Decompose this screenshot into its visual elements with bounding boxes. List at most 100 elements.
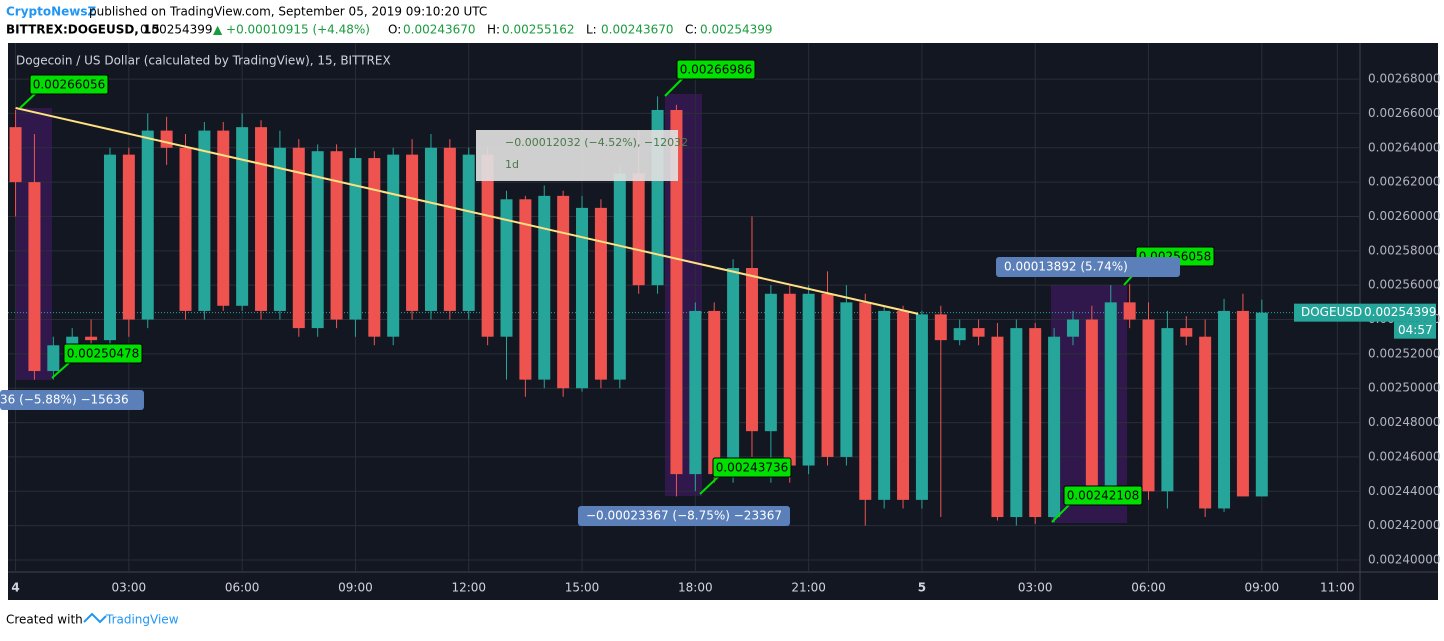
candle-body <box>764 293 777 432</box>
candle-body <box>1218 310 1231 509</box>
measure-text: −0.00023367 (−8.75%) −23367 <box>586 509 782 523</box>
y-tick-label: 0.00268000 <box>1368 72 1441 86</box>
candle-body <box>934 314 947 341</box>
x-tick-label: 11:00 <box>1320 581 1355 595</box>
candle-body <box>28 182 41 372</box>
author: CryptoNewsZ <box>6 5 97 19</box>
candle-body <box>85 336 98 341</box>
callout-text: 0.00266986 <box>680 63 753 77</box>
candle-body <box>387 154 400 337</box>
brand-icon <box>83 612 107 624</box>
candle-body <box>330 151 343 320</box>
candle-body <box>47 345 60 372</box>
candle-body <box>349 158 362 320</box>
callout-box <box>29 74 109 95</box>
plot-layer: 0.00240000 0.00242000 0.00244000 0.00246000… <box>0 43 1441 595</box>
callout-pointer <box>699 475 720 495</box>
x-tick-label: 12:00 <box>451 581 486 595</box>
candle-body <box>9 127 22 183</box>
candle-body <box>594 207 607 380</box>
candle-body <box>255 127 268 311</box>
candle-body <box>481 154 494 337</box>
x-tick-label: 06:00 <box>225 581 260 595</box>
ohlc-key: C: <box>685 23 697 37</box>
candle-body <box>1085 319 1098 492</box>
candle-body <box>708 310 721 475</box>
candle-body <box>670 109 683 475</box>
x-tick-label: 09:00 <box>338 581 373 595</box>
tooltip-text: 1d <box>505 158 519 171</box>
chart-legend: Dogecoin / US Dollar (calculated by Trad… <box>16 54 391 68</box>
ohlc-value: 0.00254399 <box>700 23 773 37</box>
candle-body <box>311 151 324 329</box>
y-tick-label: 0.00260000 <box>1368 209 1441 223</box>
candle-body <box>613 173 626 380</box>
y-tick-label: 0.00246000 <box>1368 449 1441 463</box>
countdown-text: 04:57 <box>1398 323 1433 337</box>
candle-body <box>632 173 645 286</box>
candle-body <box>953 328 966 341</box>
candle-body <box>538 195 551 380</box>
candle-body <box>273 147 286 311</box>
ohlc-value: 0.00243670 <box>601 23 674 37</box>
candle-body <box>1199 336 1212 509</box>
x-tick-label: 03:00 <box>1018 581 1053 595</box>
candle-body <box>859 302 872 500</box>
ohlc-key: L: <box>586 23 597 37</box>
callout-pointer <box>19 92 37 109</box>
measure-box <box>578 506 790 526</box>
price-tag-symbol: DOGEUSD <box>1301 305 1362 319</box>
candle-body <box>292 147 305 329</box>
y-tick-label: 0.00266000 <box>1368 106 1441 120</box>
candle-body <box>1255 312 1268 497</box>
callout-box <box>712 457 792 478</box>
callout-box <box>676 59 756 80</box>
x-tick-label: 5 <box>918 581 926 595</box>
candle-body <box>122 154 135 320</box>
price-tag-value: 0.00254399 <box>1364 305 1437 319</box>
measure-text: 36 (−5.88%) −15636 <box>0 393 129 407</box>
candle-body <box>160 130 173 148</box>
candle-body <box>915 314 928 500</box>
candle-body <box>689 310 702 475</box>
candle-body <box>972 328 985 337</box>
candle-body <box>236 127 249 306</box>
ohlc-key: O: <box>388 23 401 37</box>
trendline <box>15 106 919 315</box>
candle-body <box>991 336 1004 518</box>
x-tick-label: 21:00 <box>791 581 826 595</box>
candle-body <box>1010 328 1023 518</box>
candle-body <box>576 207 589 389</box>
price-tag <box>1294 303 1436 322</box>
tooltip-box <box>476 130 678 181</box>
callout-pointer <box>51 361 71 379</box>
tooltip-text: −0.00012032 (−4.52%), −12032 <box>505 136 688 149</box>
x-tick-label: 15:00 <box>565 581 600 595</box>
ohlc-value: 0.00255162 <box>502 23 575 37</box>
footer-brand: TradingView <box>105 613 179 627</box>
candle-body <box>1066 319 1079 337</box>
candle-body <box>1029 328 1042 518</box>
candle-body <box>1236 310 1249 497</box>
callout-box <box>1063 485 1143 506</box>
candle-body <box>878 310 891 500</box>
y-tick-label: 0.00244000 <box>1368 484 1441 498</box>
candle-body <box>179 147 192 311</box>
callout-text: 0.00243736 <box>716 461 789 475</box>
candle-body <box>424 147 437 311</box>
y-tick-label: 0.00252000 <box>1368 346 1441 360</box>
measure-box <box>0 390 144 410</box>
x-tick-label: 4 <box>11 581 19 595</box>
callout-pointer <box>1051 503 1071 523</box>
candle-body <box>198 130 211 311</box>
candle-body <box>103 154 116 341</box>
candle-body <box>1104 302 1117 492</box>
y-tick-label: 0.00248000 <box>1368 415 1441 429</box>
x-tick-label: 06:00 <box>1131 581 1166 595</box>
candle-body <box>66 336 79 346</box>
callout-text: 0.00266056 <box>33 78 106 92</box>
candle-body <box>727 267 740 475</box>
candle-body <box>783 293 796 466</box>
candle-body <box>217 130 230 306</box>
y-tick-label: 0.00240000 <box>1368 552 1441 566</box>
